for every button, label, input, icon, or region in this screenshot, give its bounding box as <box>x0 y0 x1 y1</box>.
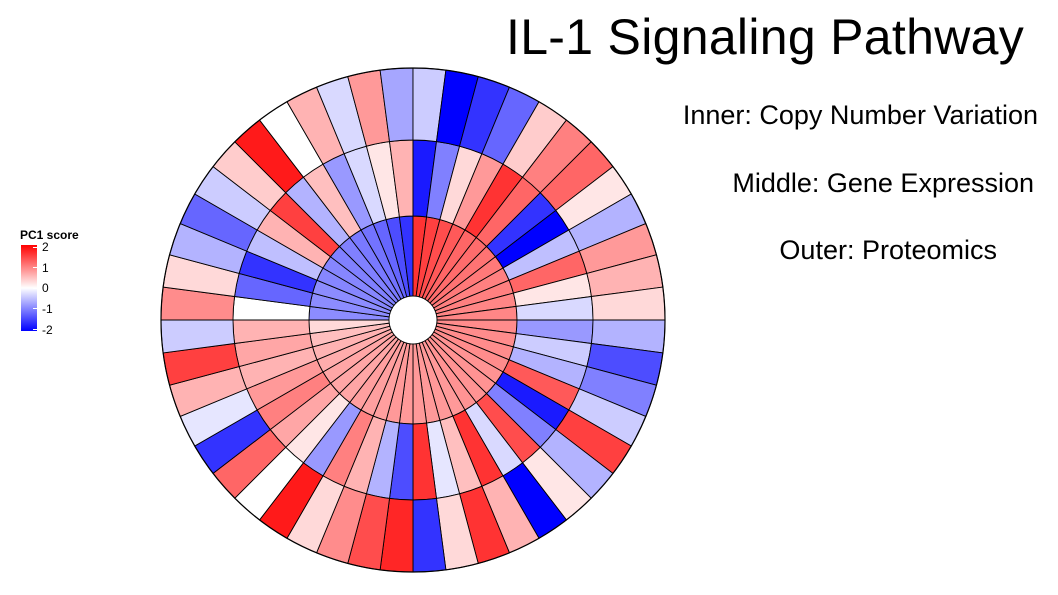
ring-label-middle: Middle: Gene Expression <box>732 168 1034 198</box>
legend-tick-mark <box>33 308 37 309</box>
legend-tick-mark <box>33 288 37 289</box>
heatmap-outline <box>160 67 666 573</box>
color-legend: PC1 score 2 1 0 -1 -2 <box>16 228 106 348</box>
legend-tick-mark <box>33 247 37 248</box>
legend-tick-label: -2 <box>42 323 53 337</box>
legend-tick-label: 0 <box>42 281 49 295</box>
chart-title: IL-1 Signaling Pathway <box>506 9 1025 65</box>
legend-title: PC1 score <box>20 228 79 242</box>
legend-tick-mark <box>33 329 37 330</box>
ring-label-inner: Inner: Copy Number Variation <box>682 100 1038 130</box>
legend-tick-label: -1 <box>42 302 53 316</box>
legend-tick-label: 1 <box>42 261 49 275</box>
legend-color-bar <box>21 245 37 331</box>
legend-tick-mark <box>33 267 37 268</box>
legend-tick-label: 2 <box>42 240 49 254</box>
ring-label-outer: Outer: Proteomics <box>779 235 997 265</box>
